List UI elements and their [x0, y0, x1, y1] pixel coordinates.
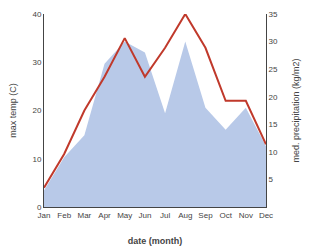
svg-text:15: 15: [269, 120, 278, 129]
svg-text:10: 10: [269, 148, 278, 157]
svg-text:30: 30: [32, 58, 41, 67]
svg-text:Feb: Feb: [57, 211, 71, 220]
svg-text:Dec: Dec: [259, 211, 273, 220]
svg-text:Jul: Jul: [160, 211, 170, 220]
svg-text:Jun: Jun: [138, 211, 151, 220]
svg-text:Mar: Mar: [77, 211, 91, 220]
svg-text:35: 35: [269, 10, 278, 19]
svg-text:Nov: Nov: [239, 211, 253, 220]
svg-text:30: 30: [269, 37, 278, 46]
svg-text:Apr: Apr: [98, 211, 111, 220]
svg-text:May: May: [117, 211, 132, 220]
svg-text:25: 25: [269, 65, 278, 74]
svg-text:Aug: Aug: [178, 211, 192, 220]
svg-text:Jan: Jan: [38, 211, 51, 220]
svg-text:0: 0: [37, 203, 42, 212]
svg-text:5: 5: [269, 175, 274, 184]
svg-text:Sep: Sep: [198, 211, 213, 220]
svg-text:Oct: Oct: [219, 211, 232, 220]
svg-text:date (month): date (month): [128, 236, 183, 246]
svg-text:20: 20: [32, 106, 41, 115]
svg-text:40: 40: [32, 10, 41, 19]
svg-text:10: 10: [32, 155, 41, 164]
svg-text:20: 20: [269, 93, 278, 102]
svg-text:med. precipitation (kg/m2): med. precipitation (kg/m2): [291, 58, 301, 162]
svg-text:max temp (C): max temp (C): [8, 83, 18, 138]
